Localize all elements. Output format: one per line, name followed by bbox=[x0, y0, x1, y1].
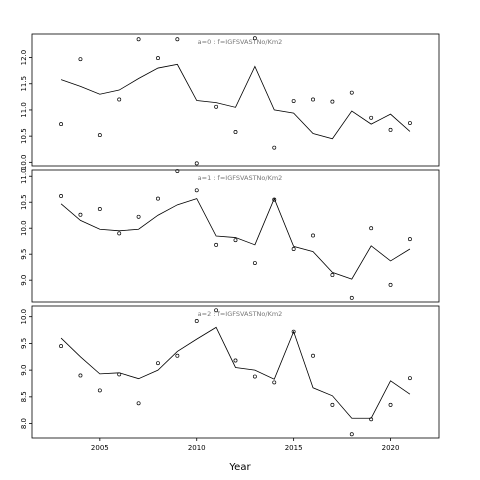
observed-point bbox=[291, 99, 296, 103]
y-tick-label: 11.0 bbox=[20, 102, 28, 118]
panel-0: 10.0 10.5 11.0 11.5 12.0 a=0 : f=IGFSVASTNo/K… bbox=[20, 33, 440, 171]
observed-point bbox=[78, 57, 83, 62]
observed-point bbox=[117, 372, 122, 377]
observed-point bbox=[78, 373, 83, 378]
x-axis: 2005 2010 2015 2020 bbox=[91, 438, 400, 452]
observed-point bbox=[175, 37, 180, 42]
observed-point bbox=[136, 401, 141, 406]
observed-point bbox=[233, 238, 238, 243]
observed-point bbox=[136, 37, 141, 42]
observed-point bbox=[330, 402, 335, 407]
observed-point bbox=[194, 319, 199, 323]
observed-point bbox=[156, 361, 160, 366]
observed-point bbox=[214, 308, 219, 313]
x-tick-label: 2005 bbox=[91, 444, 109, 452]
observed-point bbox=[194, 161, 199, 166]
observed-point bbox=[117, 97, 122, 102]
observed-point bbox=[175, 169, 180, 173]
observed-point bbox=[388, 127, 393, 132]
x-tick-label: 2020 bbox=[382, 444, 400, 452]
y-tick-label: 9.0 bbox=[20, 365, 28, 376]
y-tick-label: 11.5 bbox=[20, 76, 28, 92]
observed-point bbox=[272, 145, 277, 150]
y-tick-label: 9.0 bbox=[20, 275, 28, 286]
observed-point bbox=[407, 237, 412, 242]
observed-point bbox=[233, 358, 238, 363]
y-tick-label: 10.5 bbox=[20, 128, 28, 144]
y-tick-label: 10.0 bbox=[20, 155, 28, 171]
observed-point bbox=[369, 417, 374, 422]
observed-point bbox=[369, 115, 374, 120]
fitted-line bbox=[60, 326, 411, 419]
observed-point bbox=[349, 90, 354, 95]
panel-frame bbox=[31, 33, 440, 167]
observed-point bbox=[330, 99, 335, 104]
observed-point bbox=[194, 188, 199, 193]
x-axis-label: Year bbox=[228, 462, 251, 473]
observed-point bbox=[97, 133, 102, 138]
observed-point bbox=[78, 212, 83, 217]
y-tick-label: 9.5 bbox=[20, 338, 28, 349]
observed-point bbox=[233, 130, 238, 134]
y-tick-label: 10.0 bbox=[20, 220, 28, 236]
observed-point bbox=[97, 207, 102, 211]
observed-point bbox=[214, 242, 219, 247]
y-tick-label: 10.5 bbox=[20, 194, 28, 210]
observed-point bbox=[252, 374, 257, 379]
observed-point bbox=[311, 233, 315, 238]
observed-point bbox=[117, 231, 122, 236]
observed-point bbox=[407, 376, 412, 381]
observed-point bbox=[175, 353, 180, 358]
panel-label: a=0 : f=IGFSVASTNo/Km2 bbox=[198, 38, 283, 46]
observed-point bbox=[136, 214, 141, 219]
observed-point bbox=[272, 197, 277, 202]
fitted-line bbox=[60, 63, 411, 140]
fitted-line bbox=[60, 197, 411, 280]
observed-point bbox=[59, 122, 64, 127]
panel-label: a=2 : f=IGFSVASTNo/Km2 bbox=[198, 310, 283, 318]
observed-point bbox=[252, 261, 257, 265]
observed-point bbox=[388, 282, 393, 287]
observed-point bbox=[97, 388, 102, 393]
panel-label: a=1 : f=IGFSVASTNo/Km2 bbox=[198, 174, 283, 182]
y-tick-label: 8.5 bbox=[20, 391, 28, 402]
chart-panels: 10.0 10.5 11.0 11.5 12.0 a=0 : f=IGFSVASTNo/K… bbox=[20, 33, 440, 439]
y-tick-label: 11.0 bbox=[20, 168, 28, 184]
observed-point bbox=[388, 402, 393, 407]
observed-point bbox=[311, 97, 315, 102]
observed-point bbox=[349, 432, 354, 437]
observed-point bbox=[407, 121, 412, 125]
observed-point bbox=[311, 353, 315, 358]
panel-1: 9.0 9.5 10.0 10.5 11.0 a=1 : f=IGFSVASTNo/Km2 bbox=[20, 168, 440, 303]
observed-point bbox=[156, 56, 160, 61]
observed-point bbox=[330, 273, 335, 277]
observed-point bbox=[156, 196, 160, 201]
observed-point bbox=[59, 344, 64, 349]
panel-frame bbox=[31, 305, 440, 439]
y-tick-label: 10.0 bbox=[20, 309, 28, 325]
observed-point bbox=[59, 194, 64, 198]
y-tick-label: 9.5 bbox=[20, 249, 28, 260]
observed-point bbox=[349, 295, 354, 300]
x-tick-label: 2010 bbox=[188, 444, 206, 452]
y-tick-label: 12.0 bbox=[20, 50, 28, 66]
observed-point bbox=[214, 104, 219, 109]
observed-point bbox=[291, 329, 296, 334]
observed-point bbox=[272, 380, 277, 385]
y-tick-label: 8.0 bbox=[20, 418, 28, 429]
observed-point bbox=[369, 226, 374, 231]
observed-point bbox=[252, 36, 257, 41]
x-tick-label: 2015 bbox=[285, 444, 303, 452]
panel-2: 8.0 8.5 9.0 9.5 10.0 a=2 : f=IGFSVASTNo/Km2 bbox=[20, 305, 440, 439]
observed-point bbox=[291, 247, 296, 251]
panel-frame bbox=[31, 169, 440, 303]
